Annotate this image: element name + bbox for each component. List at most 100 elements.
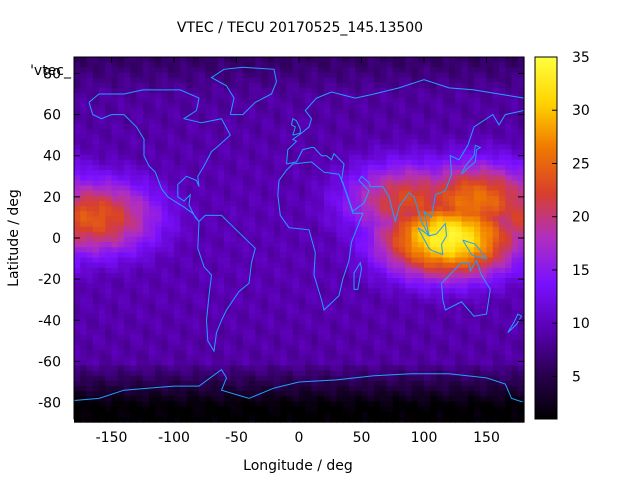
heatmap-cell [324,298,331,305]
heatmap-cell [517,298,525,305]
heatmap-cell [142,195,150,202]
heatmap-cell [455,365,463,372]
heatmap-cell [411,293,419,300]
heatmap-cell [149,324,156,331]
heatmap-cell [155,355,163,361]
heatmap-cell [280,257,288,264]
heatmap-cell [124,272,131,279]
heatmap-cell [99,134,106,140]
heatmap-cell [486,175,494,182]
heatmap-cell [411,164,419,171]
heatmap-cell [511,113,519,120]
heatmap-cell [461,386,469,392]
heatmap-cell [280,103,288,110]
heatmap-cell [99,298,106,305]
heatmap-cell [317,211,325,217]
heatmap-cell [317,355,325,361]
heatmap-cell [280,123,288,130]
heatmap-cell [92,149,100,156]
heatmap-cell [174,391,181,397]
heatmap-cell [436,308,444,315]
heatmap-cell [280,401,288,408]
heatmap-cell [299,92,306,99]
heatmap-cell [230,211,238,217]
heatmap-cell [199,370,206,377]
heatmap-cell [342,236,350,243]
heatmap-cell [142,391,150,397]
heatmap-cell [236,344,244,351]
heatmap-cell [205,324,213,331]
heatmap-cell [292,360,300,367]
heatmap-cell [399,180,406,187]
heatmap-cell [517,339,525,346]
heatmap-cell [249,82,256,89]
heatmap-cell [461,154,469,161]
heatmap-cell [242,92,250,99]
heatmap-cell [349,62,356,68]
heatmap-cell [274,231,281,238]
heatmap-cell [505,108,513,115]
heatmap-cell [449,350,456,356]
heatmap-cell [324,375,331,382]
heatmap-cell [480,67,488,74]
heatmap-cell [430,401,438,408]
heatmap-cell [405,278,413,284]
heatmap-cell [261,319,269,325]
heatmap-cell [242,170,250,176]
heatmap-cell [205,57,213,63]
heatmap-cell [511,87,519,94]
heatmap-cell [449,98,456,104]
heatmap-cell [124,98,131,104]
heatmap-cell [380,103,388,110]
heatmap-cell [149,72,156,79]
heatmap-cell [292,319,300,325]
heatmap-cell [411,67,419,74]
heatmap-cell [317,262,325,269]
heatmap-cell [480,355,488,361]
heatmap-cell [430,308,438,315]
heatmap-cell [230,180,238,187]
heatmap-cell [80,360,88,367]
heatmap-cell [267,77,275,84]
heatmap-cell [349,272,356,279]
heatmap-cell [99,339,106,346]
heatmap-cell [317,226,325,233]
heatmap-cell [180,267,188,274]
heatmap-cell [155,206,163,212]
heatmap-cell [205,236,213,243]
heatmap-cell [155,87,163,94]
heatmap-cell [211,319,219,325]
heatmap-cell [186,123,194,130]
heatmap-cell [399,242,406,248]
heatmap-cell [317,314,325,320]
heatmap-cell [511,308,519,315]
heatmap-cell [392,247,400,253]
heatmap-cell [99,128,106,135]
heatmap-cell [505,401,513,408]
heatmap-cell [111,391,119,397]
heatmap-cell [492,108,500,115]
heatmap-cell [155,272,163,279]
heatmap-cell [336,278,344,284]
heatmap-cell [349,118,356,125]
heatmap-cell [480,221,488,228]
heatmap-cell [199,62,206,68]
heatmap-cell [386,339,394,346]
heatmap-cell [511,236,519,243]
heatmap-cell [136,391,144,397]
heatmap-cell [267,113,275,120]
heatmap-cell [392,113,400,120]
heatmap-cell [417,319,425,325]
heatmap-cell [267,262,275,269]
heatmap-cell [474,128,481,135]
heatmap-cell [436,134,444,140]
heatmap-cell [486,72,494,79]
heatmap-cell [86,365,94,372]
heatmap-cell [149,288,156,295]
heatmap-cell [311,98,319,104]
heatmap-cell [274,103,281,110]
heatmap-cell [286,128,294,135]
heatmap-cell [399,77,406,84]
heatmap-cell [511,139,519,146]
heatmap-cell [324,324,331,331]
